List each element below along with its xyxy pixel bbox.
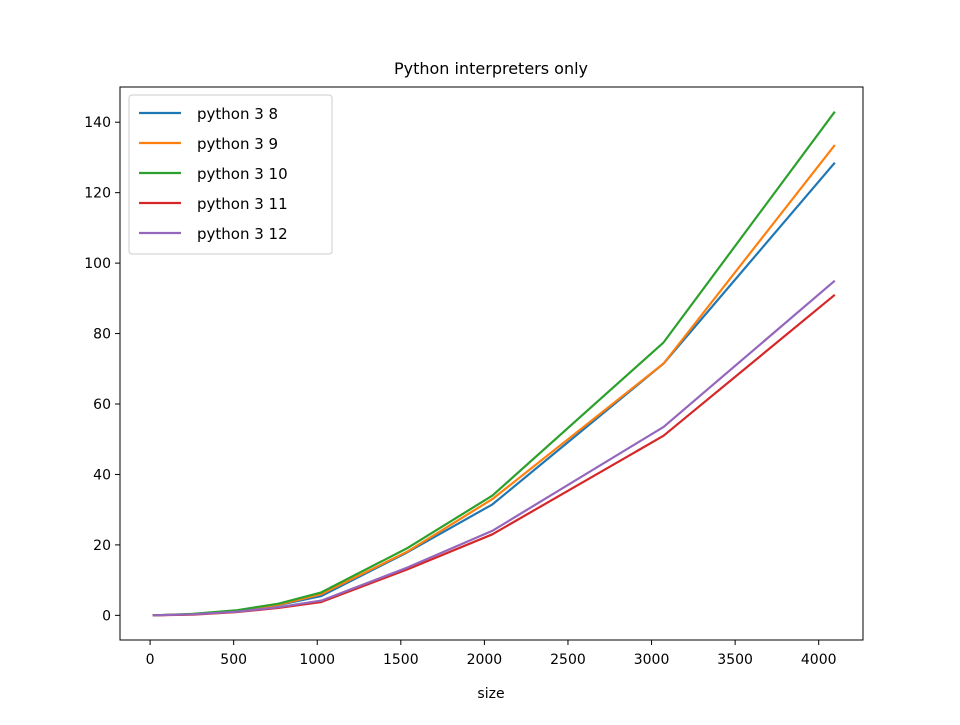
y-tick-label: 80 xyxy=(93,327,111,343)
x-tick-label: 3500 xyxy=(717,652,753,668)
x-tick-label: 3000 xyxy=(634,652,670,668)
x-tick-label: 1000 xyxy=(299,652,335,668)
legend-box xyxy=(128,94,333,255)
x-tick-label: 500 xyxy=(220,652,247,668)
series-line-python-3-11 xyxy=(152,293,836,617)
y-tick-label: 60 xyxy=(93,397,111,413)
x-tick-label: 2000 xyxy=(467,652,503,668)
x-tick-label: 2500 xyxy=(550,652,586,668)
plot-area: 0 500 1000 1500 2000 2500 3000 3500 4000 0 20 40 60 8… xyxy=(84,86,864,668)
legend: python 3 8 python 3 9 python 3 10 python 3 … xyxy=(128,94,333,255)
chart-title: Python interpreters only xyxy=(394,59,588,78)
legend-label: python 3 9 xyxy=(197,135,278,153)
axes-frame xyxy=(119,86,864,641)
legend-label: python 3 10 xyxy=(197,165,288,183)
x-tick-label: 1500 xyxy=(383,652,419,668)
legend-label: python 3 8 xyxy=(197,105,278,123)
x-tick-label: 4000 xyxy=(801,652,837,668)
x-tick-label: 0 xyxy=(146,652,155,668)
series-line-python-3-12 xyxy=(152,279,836,617)
y-tick-label: 20 xyxy=(93,538,111,554)
y-tick-label: 140 xyxy=(84,115,111,131)
y-tick-label: 120 xyxy=(84,186,111,202)
y-tick-label: 0 xyxy=(102,608,111,624)
legend-label: python 3 11 xyxy=(197,195,288,213)
legend-label: python 3 12 xyxy=(197,225,288,243)
x-axis-label: size xyxy=(477,686,504,702)
y-tick-label: 40 xyxy=(93,467,111,483)
y-tick-label: 100 xyxy=(84,256,111,272)
